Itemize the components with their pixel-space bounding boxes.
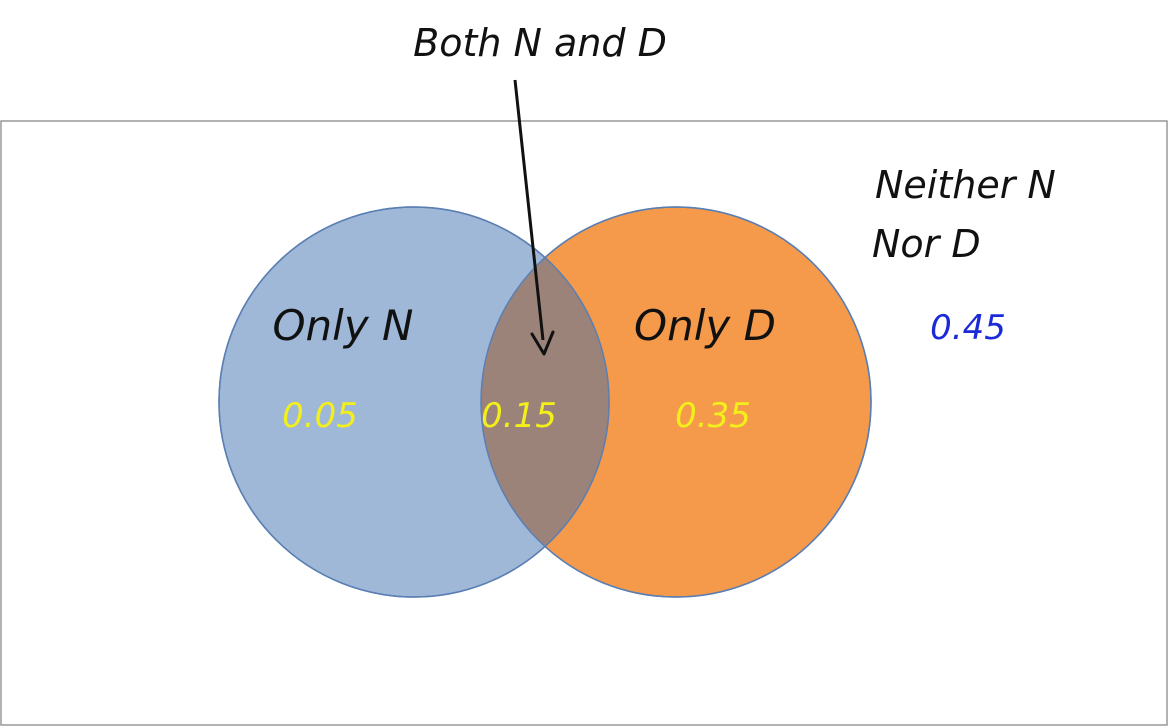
intersection-value: 0.15	[481, 396, 557, 436]
callout-label: Both N and D	[413, 21, 667, 65]
callout-arrow-head-icon	[530, 330, 555, 356]
intersection-region	[481, 207, 609, 597]
circle-n-outline	[218, 206, 610, 598]
only-n-value: 0.05	[282, 396, 358, 436]
only-d-value: 0.35	[675, 396, 751, 436]
only-d-label: Only D	[634, 301, 776, 350]
callout-arrow-line	[513, 79, 545, 341]
neither-label-line2: Nor D	[872, 222, 981, 266]
neither-value: 0.45	[930, 308, 1006, 348]
circle-d-outline	[480, 206, 872, 598]
neither-label-line1: Neither N	[875, 163, 1056, 207]
only-n-label: Only N	[273, 301, 414, 350]
